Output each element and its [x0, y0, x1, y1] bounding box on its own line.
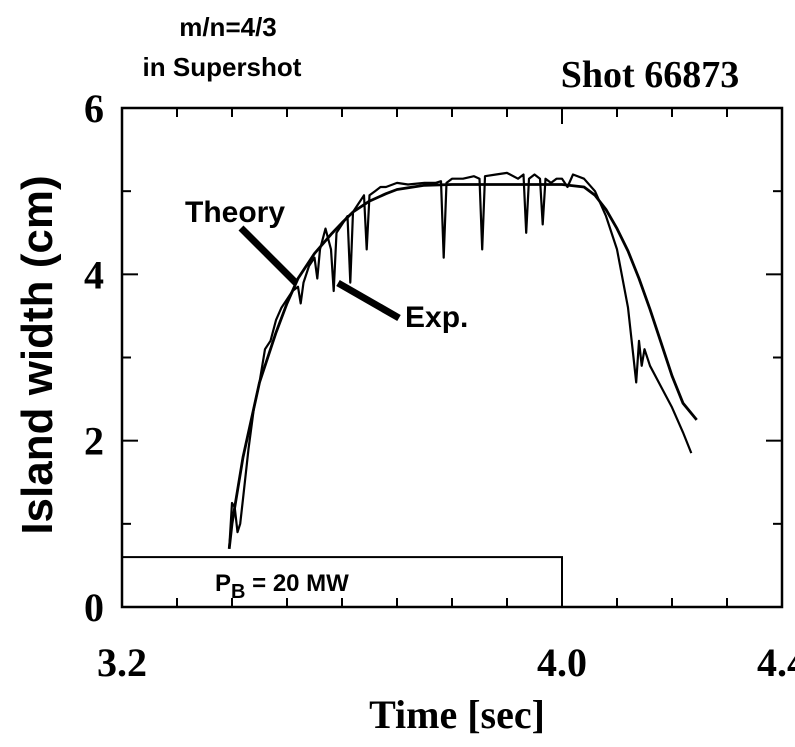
exp-leader-line	[336, 279, 401, 322]
y-tick-label: 6	[84, 86, 104, 131]
x-tick-label: 4.0	[537, 640, 587, 685]
mode-label-line1: m/n=4/3	[179, 12, 277, 42]
x-tick-label: 3.2	[97, 640, 147, 685]
plot-series	[227, 171, 698, 549]
beam-box-label: PB = 20 MW	[215, 570, 349, 603]
x-tick-label: 4.4	[757, 640, 795, 685]
series-annotations: Theory Exp.	[185, 196, 468, 334]
y-tick-label: 2	[84, 419, 104, 464]
axis-tick-labels: 3.2 4.0 4.4 0 2 4 6	[84, 86, 795, 685]
mode-label-line2: in Supershot	[143, 52, 302, 82]
series-theory	[227, 183, 698, 549]
series-exp	[228, 171, 693, 549]
chart-title: Shot 66873	[561, 54, 739, 96]
annotation-exp: Exp.	[405, 301, 468, 334]
y-tick-label: 4	[84, 252, 104, 297]
y-axis-label: Island width (cm)	[13, 175, 62, 534]
x-axis-label: Time [sec]	[369, 692, 545, 737]
theory-leader-line	[238, 225, 299, 286]
plot-frame	[120, 106, 784, 609]
y-tick-label: 0	[84, 585, 104, 630]
chart-header: m/n=4/3 in Supershot Shot 66873	[143, 12, 740, 96]
annotation-theory: Theory	[185, 196, 285, 229]
axis-ticks	[121, 107, 783, 608]
